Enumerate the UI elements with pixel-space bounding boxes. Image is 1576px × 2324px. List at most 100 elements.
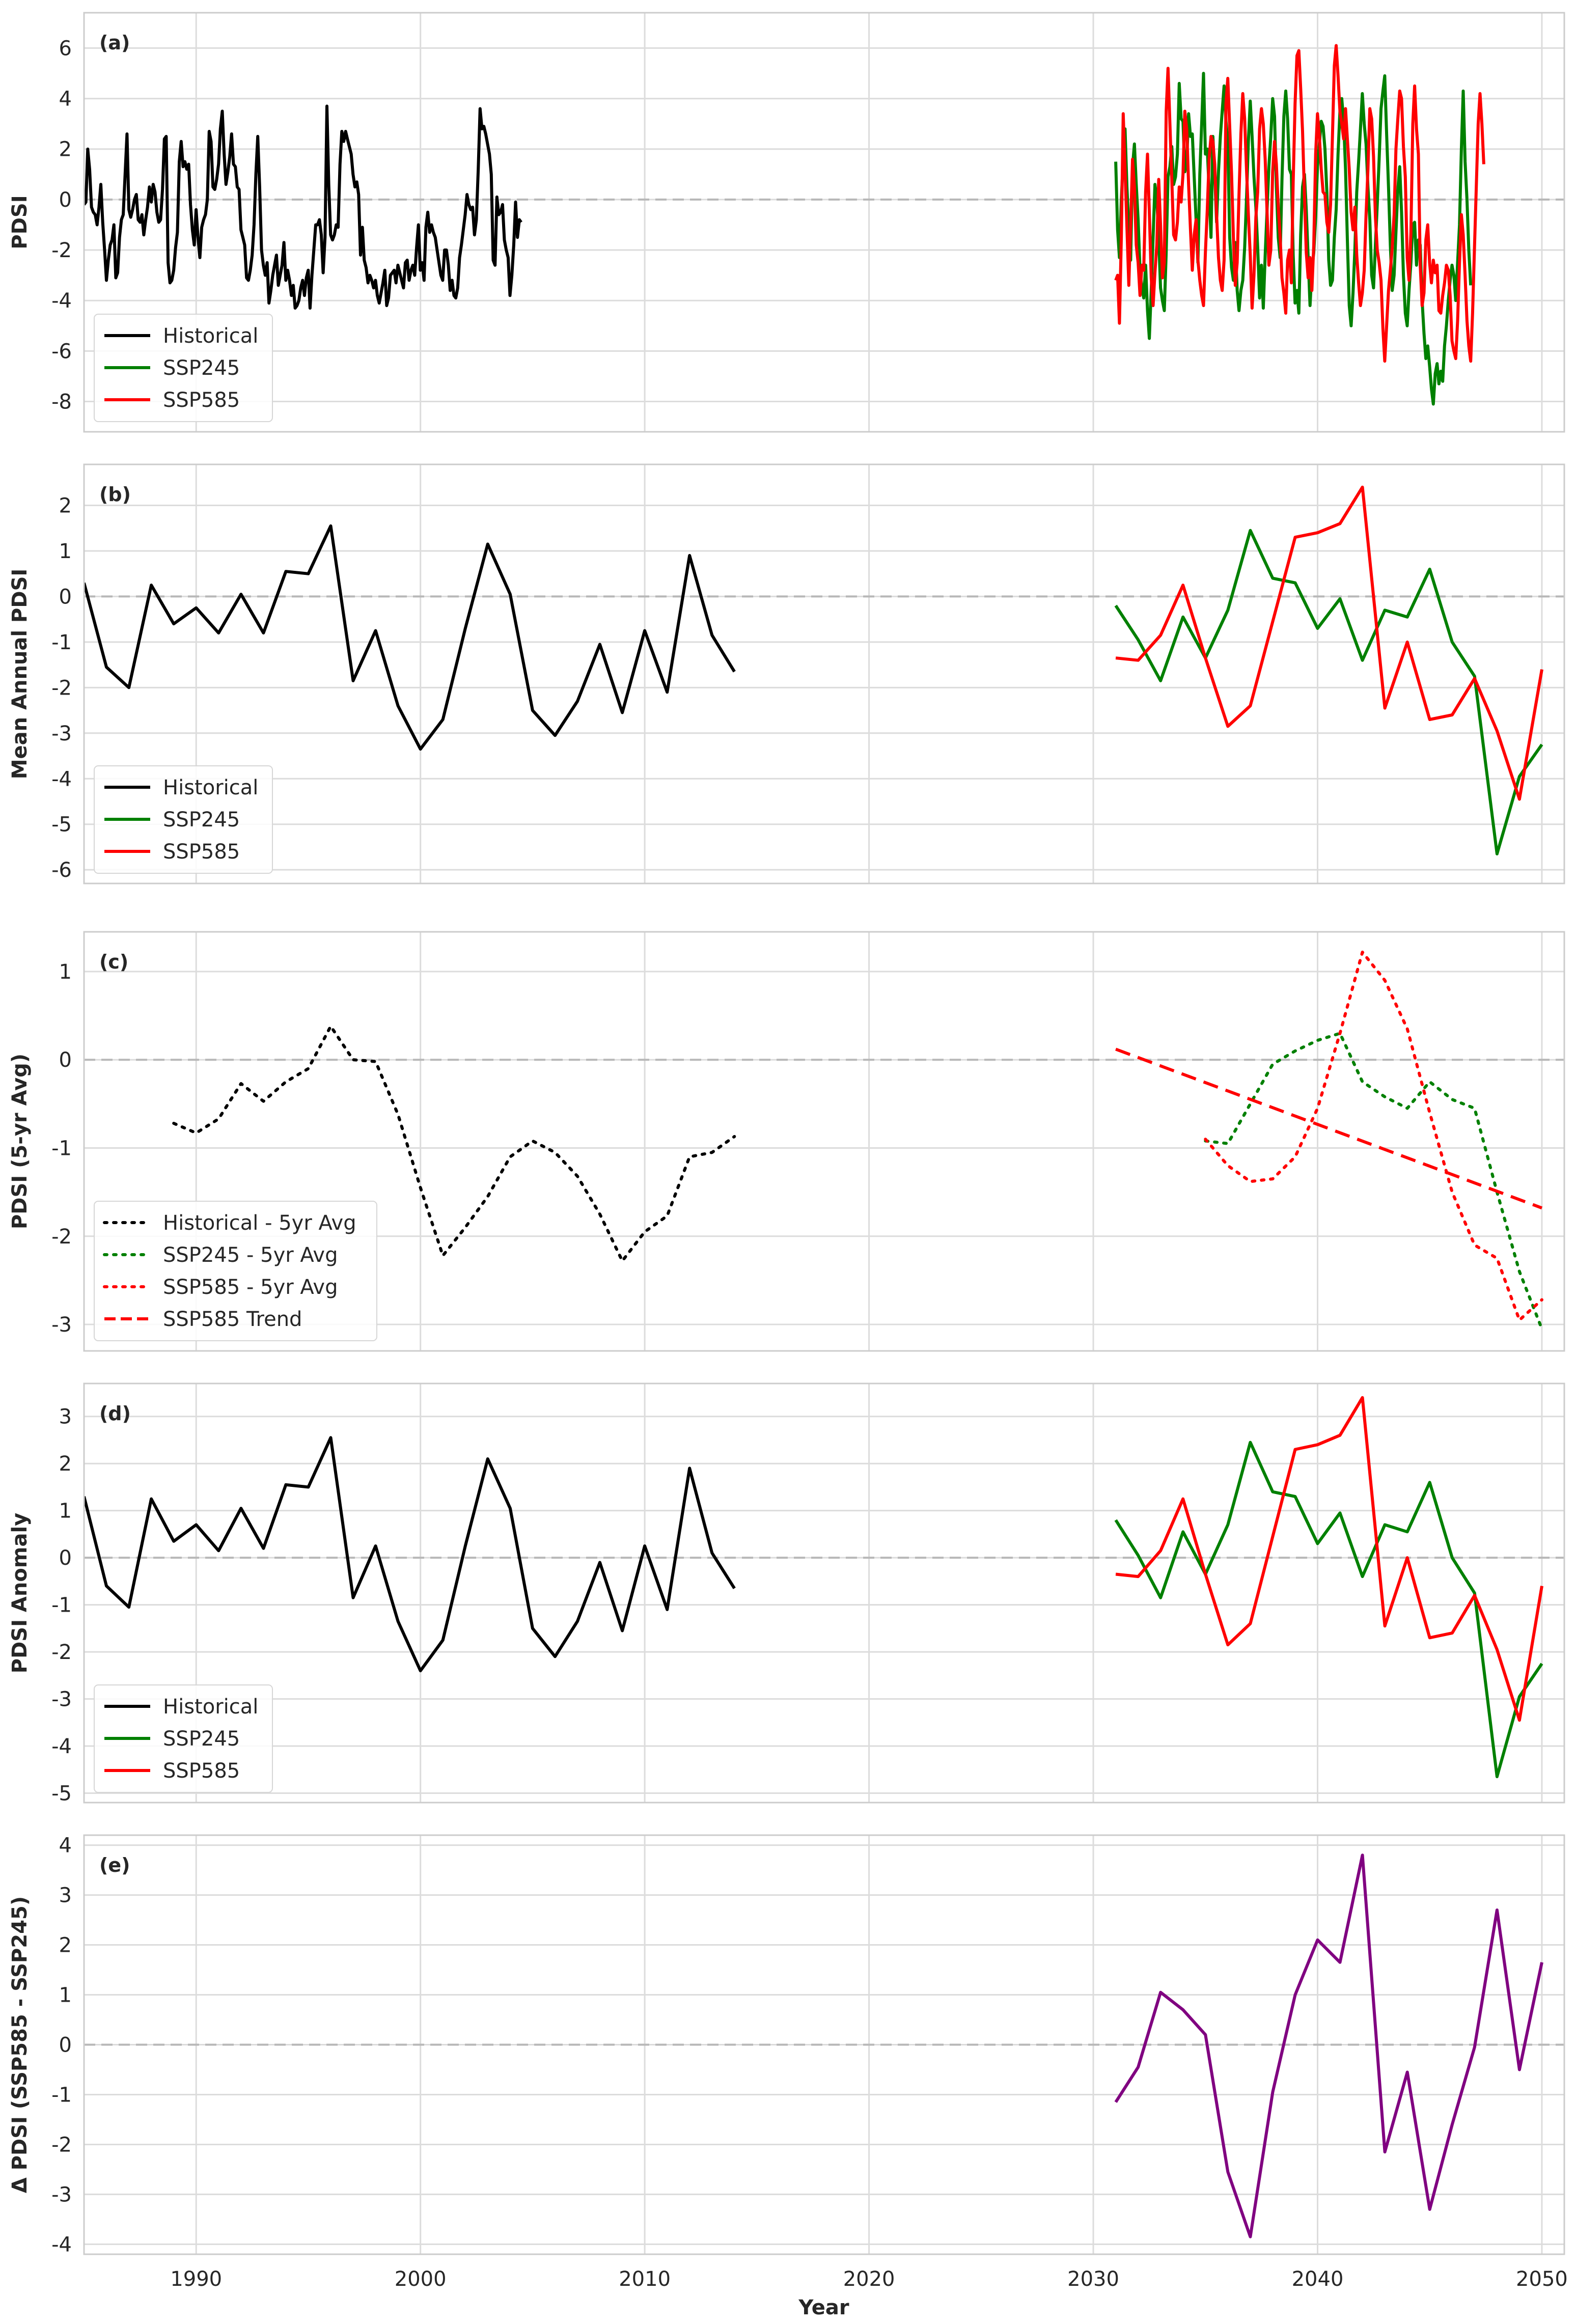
legend-label: SSP585 - 5yr Avg <box>163 1276 338 1299</box>
legend-label: SSP585 Trend <box>163 1308 302 1331</box>
axes-frame <box>83 12 1565 433</box>
x-tick-label: 1990 <box>170 2267 222 2291</box>
y-tick-label: 4 <box>59 88 72 111</box>
legend-label: SSP585 <box>163 1759 240 1783</box>
y-tick-label: -5 <box>51 813 72 837</box>
series-line-ssp585-trend <box>1115 1047 1543 1210</box>
legend-frame <box>94 1684 273 1793</box>
y-axis-label: Mean Annual PDSI <box>8 569 32 780</box>
y-tick-label: -4 <box>51 767 72 791</box>
legend-label: SSP245 - 5yr Avg <box>163 1243 338 1267</box>
plot-area <box>84 464 1564 883</box>
legend: Historical SSP245 SSP585 <box>94 314 273 422</box>
legend-label: Historical <box>163 1695 258 1719</box>
panel-d: -5 -4 -3 -2 -1 0 1 2 3 PDSI Anomaly (d) Historical S… <box>8 1382 1565 1806</box>
legend-label: SSP585 <box>163 840 240 864</box>
y-tick-label: -3 <box>51 1688 72 1711</box>
x-tick-label: 2010 <box>619 2267 671 2291</box>
axes-frame <box>83 1834 1565 2255</box>
y-tick-label: -4 <box>51 2233 72 2256</box>
y-tick-label: 2 <box>59 1934 72 1957</box>
panel-c: -3 -2 -1 0 1 PDSI (5-yr Avg) (c) Historical - 5… <box>8 931 1565 1352</box>
panel-a: -8 -6 -4 -2 0 2 4 6 PDSI (a) Historical SSP245 SSP58… <box>8 12 1565 433</box>
y-tick-label: 0 <box>59 1546 72 1570</box>
y-tick-label: 2 <box>59 1452 72 1476</box>
panel-tag: (e) <box>99 1854 130 1876</box>
y-tick-label: -2 <box>51 2133 72 2156</box>
legend-label: SSP245 <box>163 808 240 832</box>
series-line-historical <box>84 524 736 751</box>
x-tick-label: 2020 <box>843 2267 895 2291</box>
y-tick-label: -5 <box>51 1782 72 1806</box>
y-tick-label: -2 <box>51 676 72 700</box>
y-axis-label: PDSI (5-yr Avg) <box>8 1054 32 1229</box>
y-tick-label: -6 <box>51 859 72 882</box>
y-tick-label: -2 <box>51 1225 72 1249</box>
panel-tag: (a) <box>99 32 130 54</box>
y-tick-label: 1 <box>59 1500 72 1523</box>
series-group <box>84 44 1485 406</box>
y-tick-label: 0 <box>59 1048 72 1072</box>
plot-area <box>84 1384 1564 1803</box>
legend: Historical - 5yr Avg SSP245 - 5yr Avg SSP5… <box>94 1201 377 1341</box>
legend-label: Historical <box>163 776 258 799</box>
y-tick-label: 1 <box>59 960 72 984</box>
series-line-ssp585-5yr-avg <box>1204 950 1543 1322</box>
legend-label: SSP245 <box>163 1727 240 1751</box>
y-tick-label: 3 <box>59 1405 72 1429</box>
y-tick-label: 0 <box>59 188 72 212</box>
x-tick-label: 2030 <box>1067 2267 1119 2291</box>
series-line-historical <box>84 104 522 310</box>
panel-tag: (b) <box>99 483 131 506</box>
panel-b: -6 -5 -4 -3 -2 -1 0 1 2 Mean Annual PDSI (b) Histor… <box>8 463 1565 884</box>
y-tick-label: -1 <box>51 2083 72 2107</box>
y-tick-label: -3 <box>51 2183 72 2206</box>
y-tick-label: 4 <box>59 1834 72 1858</box>
series-line-ssp585 <box>1115 1396 1543 1722</box>
x-tick-label: 2050 <box>1516 2267 1568 2291</box>
legend-label: SSP245 <box>163 356 240 380</box>
y-tick-label: 1 <box>59 1984 72 2007</box>
y-tick-label: -6 <box>51 340 72 363</box>
series-line-ssp245 <box>1114 1441 1543 1779</box>
series-group <box>84 485 1543 855</box>
series-line-ssp245-5yr-avg <box>1204 1032 1543 1331</box>
legend-label: Historical - 5yr Avg <box>163 1211 356 1235</box>
panel-tag: (c) <box>99 951 128 973</box>
y-tick-label: 2 <box>59 494 72 518</box>
axes-frame <box>83 931 1565 1352</box>
y-tick-label: 2 <box>59 138 72 161</box>
panel-tag: (d) <box>99 1402 131 1425</box>
y-axis-label: PDSI Anomaly <box>8 1513 32 1674</box>
x-tick-label: 2000 <box>395 2267 447 2291</box>
legend-frame <box>94 1201 377 1341</box>
series-line-ssp585 <box>1114 44 1485 363</box>
y-tick-label: 0 <box>59 585 72 608</box>
series-line-historical-5yr-avg <box>172 1025 736 1263</box>
legend-label: Historical <box>163 324 258 348</box>
legend-frame <box>94 314 273 422</box>
series-line-difference <box>1114 1853 1543 2238</box>
y-tick-label: -1 <box>51 1137 72 1160</box>
y-tick-label: -2 <box>51 1641 72 1664</box>
plot-area <box>84 13 1564 432</box>
y-tick-label: 3 <box>59 1884 72 1907</box>
axes-frame <box>83 1382 1565 1804</box>
y-tick-label: -3 <box>51 722 72 745</box>
axes-frame <box>83 463 1565 884</box>
series-group <box>172 950 1543 1331</box>
y-tick-label: -1 <box>51 1594 72 1617</box>
series-line-ssp245 <box>1114 529 1543 855</box>
y-tick-label: 1 <box>59 540 72 563</box>
y-tick-label: -1 <box>51 631 72 654</box>
series-line-ssp585 <box>1115 485 1543 801</box>
panel-e: -4 -3 -2 -1 0 1 2 3 4 Δ PDSI (SSP585 - SSP245) (e)… <box>8 1834 1568 2291</box>
x-axis-label: Year <box>798 2296 849 2319</box>
y-tick-label: -8 <box>51 391 72 414</box>
y-tick-label: -2 <box>51 239 72 262</box>
legend: Historical SSP245 SSP585 <box>94 1684 273 1793</box>
legend-frame <box>94 765 273 874</box>
y-tick-label: 6 <box>59 37 72 60</box>
y-tick-label: -4 <box>51 1735 72 1758</box>
y-tick-label: -3 <box>51 1313 72 1337</box>
